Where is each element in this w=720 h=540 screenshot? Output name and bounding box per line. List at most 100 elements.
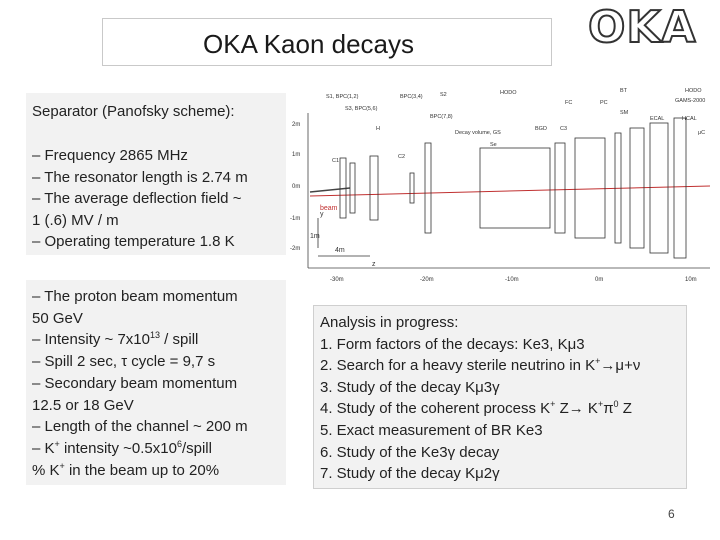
component-label: Se (490, 142, 497, 148)
component-label: ECAL (650, 116, 664, 122)
beam-line: – Spill 2 sec, τ cycle = 9,7 s (32, 353, 216, 371)
y-tick-label: 1m (292, 152, 300, 158)
component-label: HODO (500, 90, 517, 96)
component-label: C1 (332, 158, 339, 164)
detector-element (409, 172, 415, 204)
detector-element (369, 155, 379, 221)
x-tick-label: -30m (330, 277, 344, 283)
beam-label: beam (320, 205, 338, 212)
separator-line: – The resonator length is 2.74 m (32, 168, 248, 186)
text-run: Z→ K (555, 400, 598, 418)
component-label: μC (698, 130, 705, 136)
diagram-background (290, 88, 720, 286)
axis-z-label: z (372, 261, 376, 268)
component-label: HODO (685, 88, 702, 94)
superscript: 6 (176, 438, 182, 449)
text-run: →μ+ν (600, 357, 641, 375)
analysis-item: 2. Search for a heavy sterile neutrino i… (320, 355, 640, 377)
component-label: H (376, 126, 380, 132)
component-label: FC (565, 100, 572, 106)
scale-v-label: 1m (310, 233, 320, 240)
slide-title: OKA Kaon decays (203, 29, 415, 59)
magnet (574, 137, 606, 239)
ecal (629, 127, 645, 249)
text-run: % K (32, 461, 60, 479)
text-run: π (603, 400, 614, 418)
y-tick-label: -1m (290, 216, 300, 222)
component-label: C3 (560, 126, 567, 132)
separator-line: – Operating temperature 1.8 K (32, 233, 235, 250)
component-label: C2 (398, 154, 405, 160)
analysis-item: 7. Study of the decay Kμ2γ (320, 465, 500, 483)
y-tick-label: -2m (290, 246, 300, 252)
oka-logo: OKA (587, 1, 697, 54)
analysis-item: 6. Study of the Ke3γ decay (320, 443, 500, 461)
beam-line: – Length of the channel ~ 200 m (32, 418, 248, 436)
analysis-list: Analysis in progress: 1. Form factors of… (320, 312, 640, 485)
text-run: / spill (160, 331, 199, 349)
superscript: + (595, 356, 601, 367)
beam-line: – Secondary beam momentum (32, 374, 238, 392)
page-number: 6 (668, 507, 675, 521)
separator-list: – Frequency 2865 MHz – The resonator len… (32, 145, 248, 253)
analysis-item: 5. Exact measurement of BR Ke3 (320, 421, 543, 439)
beam-panel: – The proton beam momentum 50 GeV – Inte… (26, 280, 286, 485)
analysis-panel: Analysis in progress: 1. Form factors of… (313, 305, 687, 489)
analysis-item: 3. Study of the decay Kμ3γ (320, 378, 500, 396)
text-run: 2. Search for a heavy sterile neutrino i… (320, 357, 596, 375)
component-label: S1, BPC(1,2) (326, 94, 359, 100)
beam-line: – Intensity ~ 7x1013 / spill (32, 329, 248, 351)
component-label: HCAL (682, 116, 697, 122)
component-label: PC (600, 100, 608, 106)
analysis-heading: Analysis in progress: (320, 314, 459, 331)
scale-h-label: 4m (335, 247, 345, 254)
x-tick-label: 0m (595, 277, 603, 283)
separator-panel: Separator (Panofsky scheme): – Frequency… (26, 93, 286, 255)
axis-y-label: y (320, 211, 324, 218)
x-tick-label: -10m (505, 277, 519, 283)
text-run: Z (618, 400, 632, 418)
detector-element (554, 142, 566, 234)
beam-line (309, 185, 711, 197)
text-run: – K (32, 439, 55, 457)
muon-counter (673, 117, 687, 259)
x-tick-label: 10m (685, 277, 697, 283)
detector-layout-diagram: 2m 1m 0m -1m -2m -30m -20m -10m 0m 10m b… (290, 88, 720, 286)
superscript: 13 (150, 330, 161, 341)
analysis-item: 4. Study of the coherent process K+ Z→ K… (320, 398, 640, 420)
beam-list: – The proton beam momentum 50 GeV – Inte… (32, 286, 248, 481)
x-tick-label: -20m (420, 277, 434, 283)
separator-heading: Separator (Panofsky scheme): (32, 103, 235, 120)
y-tick-label: 2m (292, 122, 300, 128)
superscript: + (550, 399, 556, 410)
detector-element (614, 132, 622, 244)
superscript: 0 (613, 399, 619, 410)
separator-line: – Frequency 2865 MHz (32, 147, 188, 164)
detector-element (424, 142, 432, 234)
text-run: intensity ~0.5x10 (59, 439, 177, 457)
beam-line: – The proton beam momentum (32, 288, 238, 305)
component-label: BGD (535, 126, 547, 132)
separator-line: 1 (.6) MV / m (32, 211, 119, 229)
beam-line: – K+ intensity ~0.5x106/spill (32, 438, 248, 460)
component-label: BPC(7,8) (430, 114, 453, 120)
text-run: – Intensity ~ 7x10 (32, 331, 150, 349)
text-run: in the beam up to 20% (64, 461, 220, 479)
superscript: + (59, 460, 65, 471)
beam-line: 50 GeV (32, 309, 83, 327)
hcal (649, 122, 669, 254)
component-label: S2 (440, 92, 447, 98)
component-label: S3, BPC(5,6) (345, 106, 378, 112)
title-box: OKA Kaon decays (102, 18, 552, 66)
detector-element (339, 157, 347, 219)
component-label: BPC(3,4) (400, 94, 423, 100)
component-label: GAMS-2000 (675, 98, 705, 104)
y-tick-label: 0m (292, 184, 300, 190)
component-label: SM (620, 110, 629, 116)
text-run: /spill (181, 439, 212, 457)
separator-line: – The average deflection field ~ (32, 190, 242, 207)
beam-line: 12.5 or 18 GeV (32, 396, 134, 414)
component-label: BT (620, 88, 628, 94)
beam-line: % K+ in the beam up to 20% (32, 460, 248, 482)
component-label: Decay volume, GS (455, 130, 501, 136)
